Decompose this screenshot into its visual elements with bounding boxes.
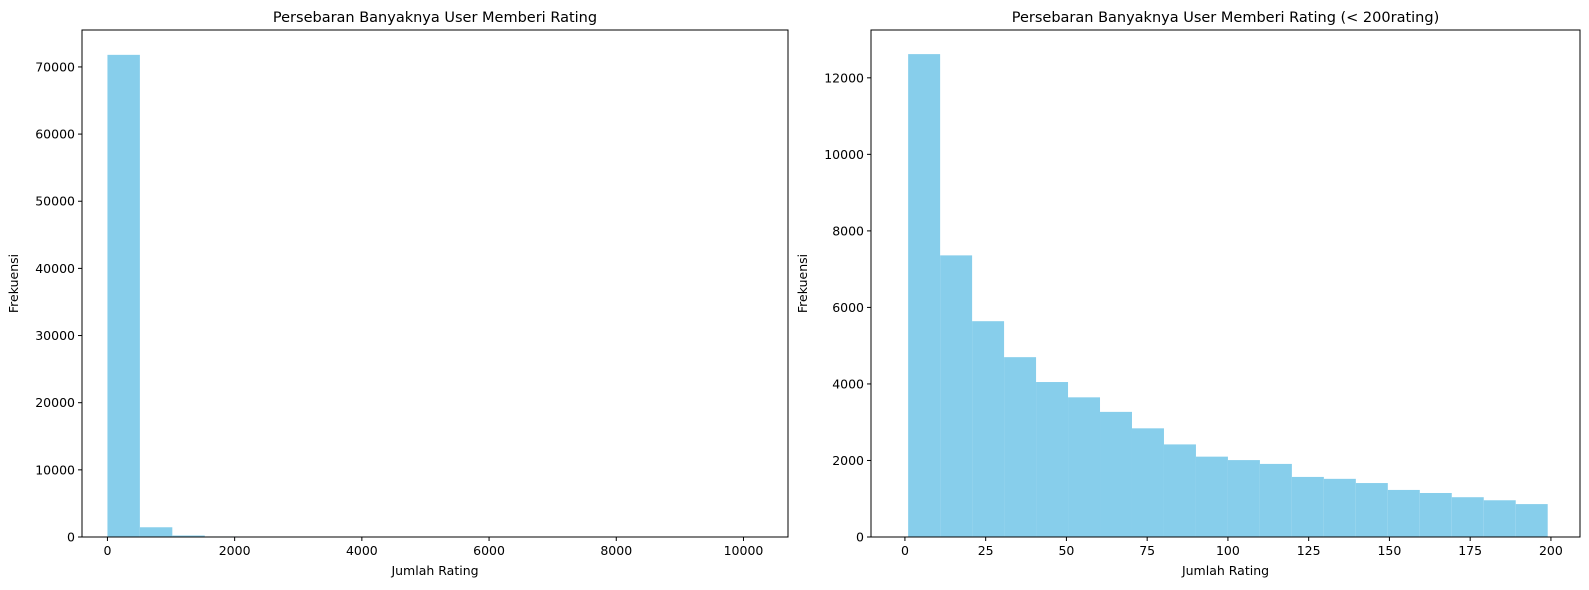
x-tick-label: 50 bbox=[1058, 543, 1074, 558]
histogram-bar bbox=[1163, 444, 1196, 537]
y-tick-label: 20000 bbox=[35, 395, 75, 410]
y-tick-label: 8000 bbox=[832, 223, 864, 238]
x-tick-label: 0 bbox=[103, 543, 111, 558]
histogram-bar bbox=[1131, 428, 1164, 537]
x-tick-label: 200 bbox=[1539, 543, 1563, 558]
x-tick-label: 125 bbox=[1297, 543, 1321, 558]
histogram-bar bbox=[1483, 500, 1516, 537]
chart-title: Persebaran Banyaknya User Memberi Rating… bbox=[1012, 10, 1439, 26]
histogram-bar bbox=[1195, 456, 1228, 537]
x-tick-label: 2000 bbox=[219, 543, 251, 558]
histogram-bar bbox=[1355, 483, 1388, 537]
y-tick-label: 50000 bbox=[35, 194, 75, 209]
x-tick-label: 6000 bbox=[473, 543, 505, 558]
histogram-bar bbox=[1036, 382, 1069, 537]
histogram-bar bbox=[1323, 478, 1356, 537]
histogram-bar bbox=[1259, 463, 1292, 537]
x-tick-label: 75 bbox=[1139, 543, 1155, 558]
y-tick-label: 30000 bbox=[35, 328, 75, 343]
histogram-bar bbox=[1387, 489, 1420, 537]
x-tick-label: 10000 bbox=[724, 543, 764, 558]
y-tick-label: 70000 bbox=[35, 59, 75, 74]
x-tick-label: 4000 bbox=[346, 543, 378, 558]
y-tick-label: 12000 bbox=[824, 70, 864, 85]
histogram-bar bbox=[107, 54, 140, 537]
histogram-bar bbox=[139, 527, 173, 537]
y-tick-label: 2000 bbox=[832, 453, 864, 468]
histogram-bar bbox=[1419, 492, 1452, 537]
x-axis-label: Jumlah Rating bbox=[1181, 563, 1269, 578]
y-tick-label: 60000 bbox=[35, 127, 75, 142]
x-axis-label: Jumlah Rating bbox=[390, 563, 478, 578]
histogram-bar bbox=[940, 255, 973, 537]
chart-title: Persebaran Banyaknya User Memberi Rating bbox=[273, 10, 597, 26]
x-tick-label: 150 bbox=[1377, 543, 1401, 558]
y-tick-label: 4000 bbox=[832, 376, 864, 391]
x-tick-label: 8000 bbox=[600, 543, 632, 558]
plot-frame bbox=[870, 29, 1581, 538]
histogram-bar bbox=[1451, 497, 1484, 537]
histogram-bar bbox=[1100, 411, 1132, 537]
histogram-bar bbox=[1515, 504, 1548, 537]
plot-frame bbox=[81, 29, 789, 538]
histogram-bar bbox=[1068, 397, 1101, 537]
histogram-bar bbox=[1291, 476, 1324, 537]
y-tick-label: 40000 bbox=[35, 261, 75, 276]
x-tick-label: 25 bbox=[978, 543, 994, 558]
y-tick-label: 0 bbox=[67, 530, 75, 545]
x-tick-label: 0 bbox=[901, 543, 909, 558]
histogram-bar bbox=[972, 321, 1005, 537]
histogram-bar bbox=[1004, 357, 1037, 537]
y-tick-label: 10000 bbox=[824, 147, 864, 162]
chart-left: 0 2000 4000 6000 8000 10000 0 10000 20000 30000 40… bbox=[6, 10, 789, 578]
chart-right: 0 25 50 75 100 125 150 175 200020004000600080001… bbox=[795, 10, 1581, 578]
histogram-bar bbox=[1227, 460, 1260, 537]
y-tick-label: 6000 bbox=[832, 300, 864, 315]
x-tick-label: 100 bbox=[1216, 543, 1240, 558]
x-tick-label: 175 bbox=[1458, 543, 1482, 558]
y-tick-label: 10000 bbox=[35, 462, 75, 477]
y-axis-label: Frekuensi bbox=[6, 254, 21, 313]
histogram-bar bbox=[908, 54, 941, 537]
y-tick-label: 0 bbox=[856, 530, 864, 545]
histogram-bar bbox=[172, 535, 205, 537]
y-axis-label: Frekuensi bbox=[795, 254, 810, 313]
